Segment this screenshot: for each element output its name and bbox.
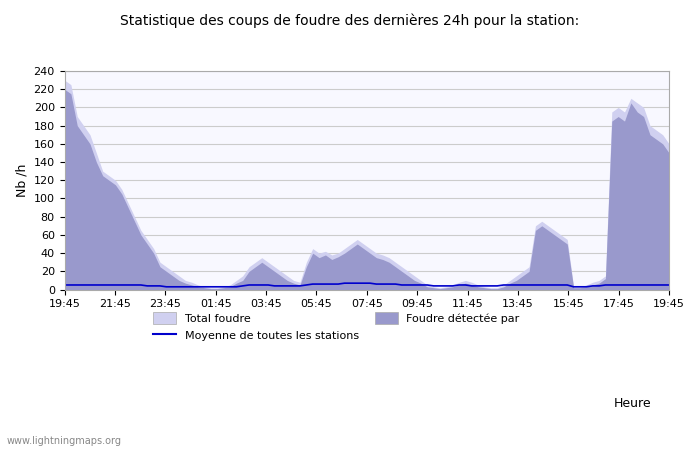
Text: Heure: Heure: [613, 397, 651, 410]
Text: Statistique des coups de foudre des dernières 24h pour la station:: Statistique des coups de foudre des dern…: [120, 14, 580, 28]
Text: www.lightningmaps.org: www.lightningmaps.org: [7, 436, 122, 446]
Legend: Total foudre, Moyenne de toutes les stations, Foudre détectée par: Total foudre, Moyenne de toutes les stat…: [149, 308, 524, 345]
Y-axis label: Nb /h: Nb /h: [15, 164, 28, 197]
